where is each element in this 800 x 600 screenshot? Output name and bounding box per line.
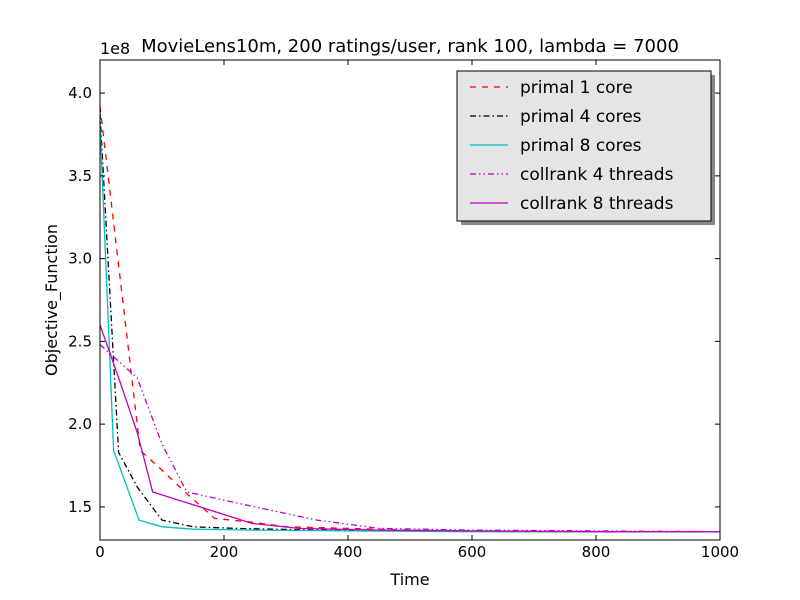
chart-title: MovieLens10m, 200 ratings/user, rank 100… <box>141 36 679 57</box>
series-line-5 <box>100 324 720 533</box>
x-tick-label: 200 <box>210 543 239 561</box>
x-tick-label: 400 <box>334 543 363 561</box>
legend-label-3: primal 8 cores <box>520 136 642 156</box>
series-layer <box>100 106 720 533</box>
x-tick-label: 0 <box>95 543 105 561</box>
legend-box <box>456 70 712 222</box>
legend-label-2: primal 4 cores <box>520 107 642 127</box>
y-tick-label: 3.0 <box>68 250 92 268</box>
y-tick-label: 2.0 <box>68 415 92 433</box>
legend: primal 1 core primal 4 cores primal 8 core… <box>456 70 715 225</box>
y-tick-label: 4.0 <box>68 84 92 102</box>
plot-area-frame <box>99 59 721 541</box>
legend-entries: primal 1 core primal 4 cores primal 8 core… <box>470 78 674 214</box>
y-tick-label: 2.5 <box>68 332 92 350</box>
legend-label-5: collrank 8 threads <box>520 194 674 214</box>
x-tick-label: 1000 <box>701 543 739 561</box>
x-axis-label: Time <box>389 570 429 589</box>
x-tick-label: 800 <box>582 543 611 561</box>
x-tick-label: 600 <box>458 543 487 561</box>
y-axis-label: Objective_Function <box>42 224 62 376</box>
legend-label-4: collrank 4 threads <box>520 165 674 185</box>
y-tick-label: 3.5 <box>68 167 92 185</box>
y-tick-label: 1.5 <box>68 498 92 516</box>
axis-ticks: 0 200 400 600 800 1000 1.5 2.0 2.5 3.0 3.5 4.0 <box>68 60 739 561</box>
series-line-3 <box>100 122 720 533</box>
legend-label-1: primal 1 core <box>520 78 633 98</box>
y-offset-label: 1e8 <box>100 39 130 58</box>
series-line-4 <box>100 344 720 533</box>
